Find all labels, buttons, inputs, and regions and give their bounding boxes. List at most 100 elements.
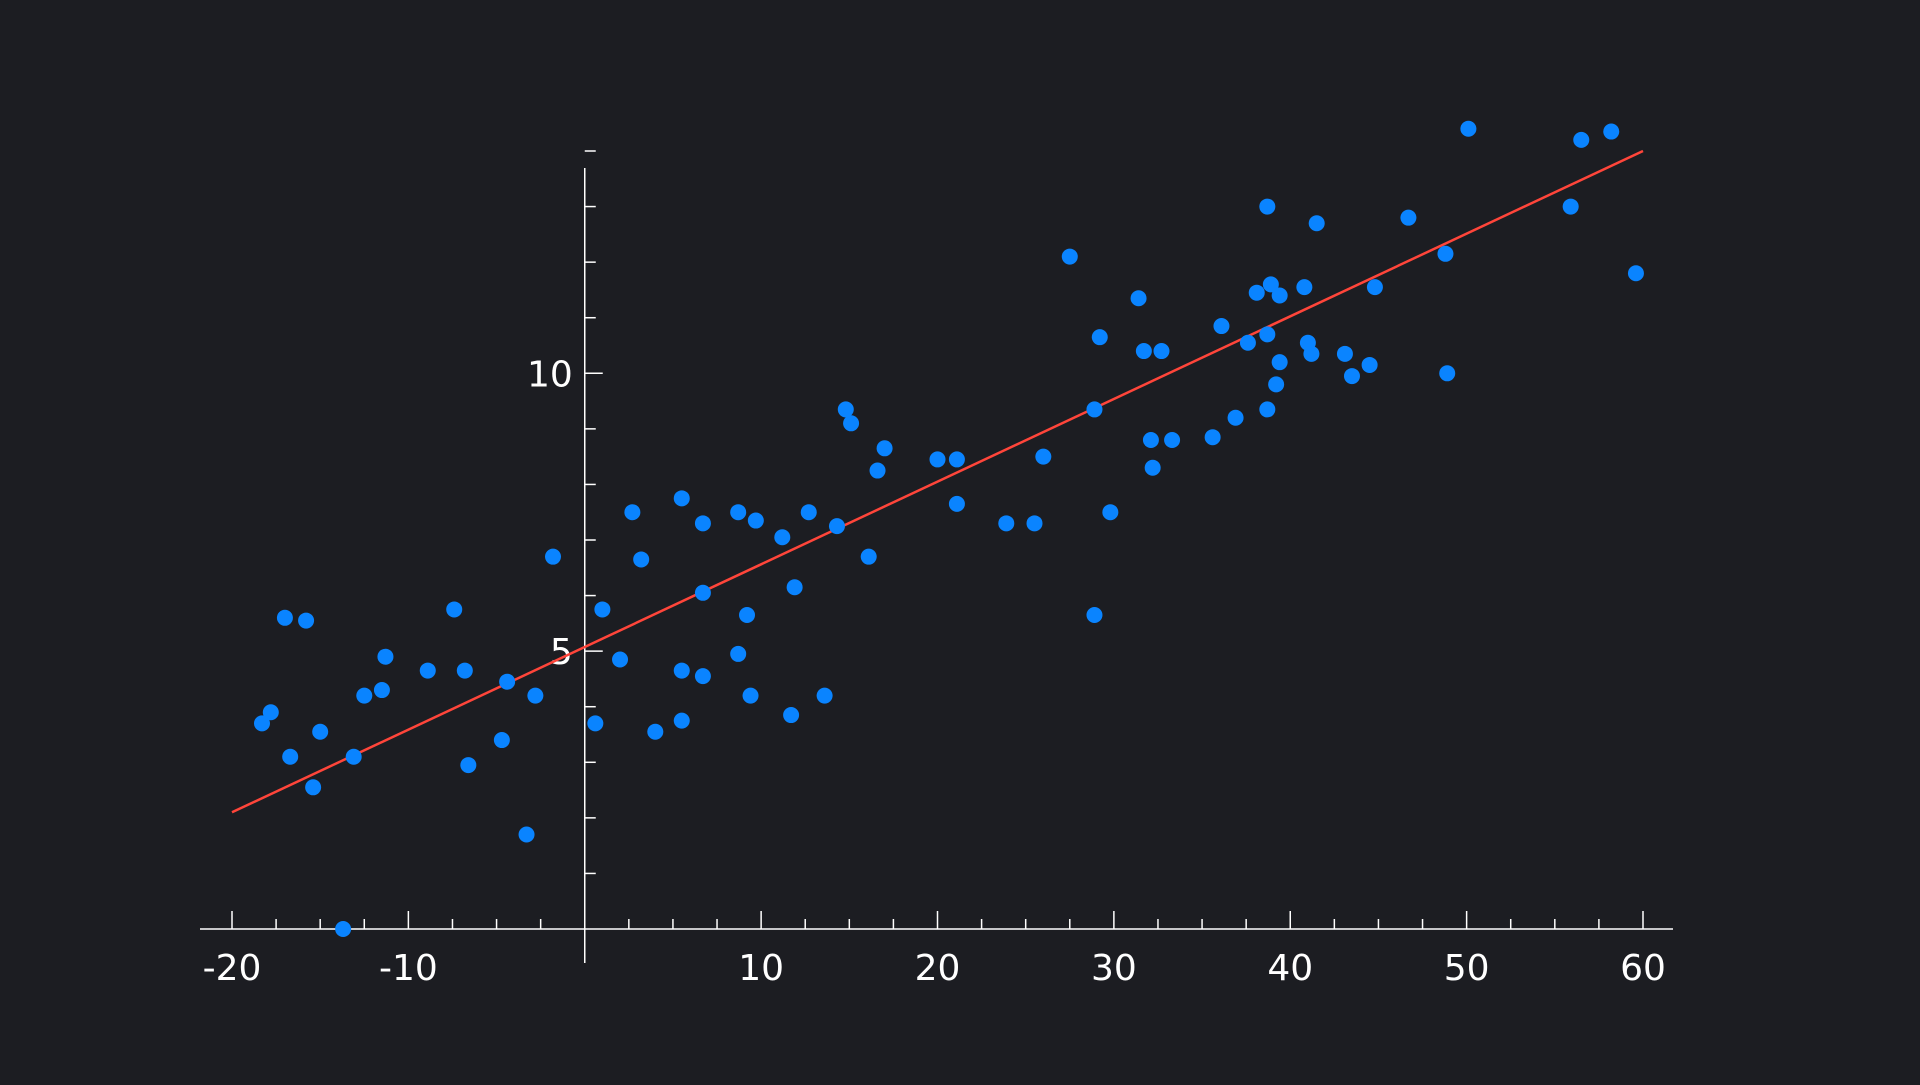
data-point [587, 715, 604, 732]
data-point [545, 548, 562, 565]
data-point [633, 551, 650, 568]
data-point [730, 504, 747, 521]
data-point [1204, 429, 1221, 446]
data-point [1135, 343, 1152, 360]
data-point [1026, 515, 1043, 532]
x-axis-ticks [231, 911, 1644, 929]
data-point [800, 504, 817, 521]
data-point [1303, 345, 1320, 362]
data-point [1573, 131, 1590, 148]
data-points [253, 120, 1644, 937]
data-point [694, 584, 711, 601]
y-axis-tick-labels: 5 10 [527, 354, 573, 673]
data-point [843, 415, 860, 432]
data-point [1248, 284, 1265, 301]
x-tick-label: -20 [203, 948, 262, 989]
data-point [1144, 459, 1161, 476]
data-point [1164, 431, 1181, 448]
data-point [345, 748, 362, 765]
data-point [1460, 120, 1477, 137]
y-tick-label: 5 [550, 632, 573, 673]
data-point [1086, 401, 1103, 418]
data-point [816, 687, 833, 704]
data-point [1343, 368, 1360, 385]
data-point [1061, 248, 1078, 265]
data-point [456, 662, 473, 679]
x-tick-label: 40 [1267, 948, 1313, 989]
data-point [998, 515, 1015, 532]
data-point [837, 401, 854, 418]
data-point [1271, 287, 1288, 304]
data-point [1336, 345, 1353, 362]
data-point [694, 515, 711, 532]
data-point [673, 490, 690, 507]
data-point [1262, 276, 1279, 293]
data-point [1400, 209, 1417, 226]
x-tick-label: -10 [379, 948, 438, 989]
x-tick-label: 60 [1620, 948, 1666, 989]
data-point [493, 732, 510, 749]
data-point [460, 757, 477, 774]
data-point [446, 601, 463, 618]
data-point [1437, 245, 1454, 262]
data-point [948, 451, 965, 468]
data-point [356, 687, 373, 704]
data-point [1361, 356, 1378, 373]
data-point [1603, 123, 1620, 140]
data-point [673, 712, 690, 729]
data-point [1213, 318, 1230, 335]
data-point [1035, 448, 1052, 465]
data-point [694, 668, 711, 685]
data-point [527, 687, 544, 704]
data-point [730, 645, 747, 662]
x-axis-tick-labels: -20 -10 10 20 30 40 50 60 [203, 948, 1666, 989]
data-point [624, 504, 641, 521]
data-point [1259, 401, 1276, 418]
data-point [1308, 215, 1325, 232]
data-point [1562, 198, 1579, 215]
data-point [377, 648, 394, 665]
data-point [1366, 279, 1383, 296]
data-point [1102, 504, 1119, 521]
data-point [1091, 329, 1108, 346]
data-point [774, 529, 791, 546]
data-point [276, 609, 293, 626]
data-point [1296, 279, 1313, 296]
trend-line [231, 149, 1644, 814]
x-tick-label: 30 [1091, 948, 1137, 989]
x-tick-label: 10 [738, 948, 784, 989]
data-point [253, 715, 270, 732]
data-point [647, 723, 664, 740]
x-tick-label: 50 [1444, 948, 1490, 989]
data-point [1259, 198, 1276, 215]
data-point [1268, 376, 1285, 393]
data-point [612, 651, 629, 668]
y-axis-ticks [584, 150, 603, 875]
data-point [869, 462, 886, 479]
data-point [298, 612, 315, 629]
data-point [594, 601, 611, 618]
data-point [786, 579, 803, 596]
data-point [262, 704, 279, 721]
data-point [1086, 607, 1103, 624]
data-point [948, 495, 965, 512]
data-point [739, 607, 756, 624]
data-point [1259, 326, 1276, 343]
data-point [305, 779, 322, 796]
data-point [1439, 365, 1456, 382]
data-point [373, 682, 390, 699]
data-point [783, 707, 800, 724]
data-point [929, 451, 946, 468]
x-tick-label: 20 [915, 948, 961, 989]
data-point [876, 440, 893, 457]
axes [200, 168, 1673, 963]
data-point [499, 673, 516, 690]
data-point [747, 512, 764, 529]
data-point [860, 548, 877, 565]
data-point [1130, 290, 1147, 307]
y-tick-label: 10 [527, 354, 573, 395]
data-point [742, 687, 759, 704]
data-point [1153, 343, 1170, 360]
data-point [1239, 334, 1256, 351]
